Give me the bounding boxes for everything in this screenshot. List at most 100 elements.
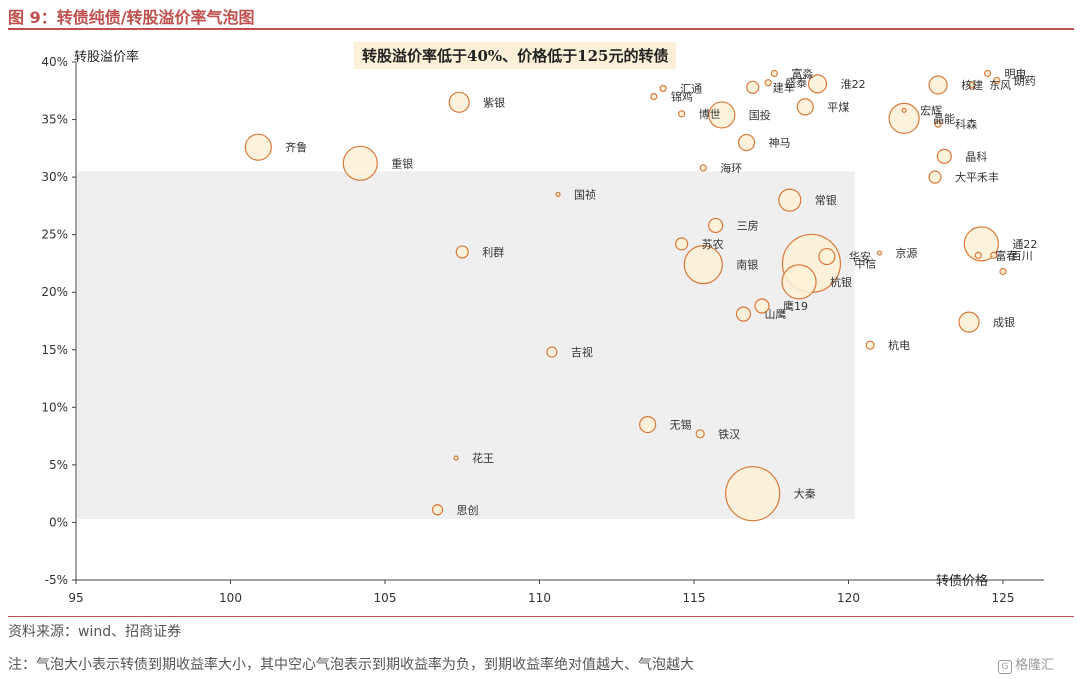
bubble-label: 锦鸡 bbox=[671, 90, 693, 104]
bubble bbox=[901, 107, 907, 113]
bubble-label: 国祯 bbox=[574, 187, 596, 201]
bubble-label: 南银 bbox=[736, 258, 758, 272]
x-tick-label: 105 bbox=[374, 591, 397, 605]
bubble bbox=[990, 251, 998, 259]
bubble-label: 重银 bbox=[391, 156, 413, 170]
y-tick-label: 5% bbox=[49, 458, 68, 472]
bubble bbox=[675, 237, 689, 251]
bubble-label: 博世 bbox=[699, 108, 721, 121]
x-tick-label: 100 bbox=[219, 591, 242, 605]
x-axis-title: 转债价格 bbox=[936, 573, 988, 589]
bubble bbox=[650, 92, 658, 101]
y-tick-label: 30% bbox=[41, 170, 68, 184]
bubble-label: 淮22 bbox=[841, 78, 866, 91]
bubble bbox=[818, 247, 836, 266]
bubble-label: 朗药 bbox=[1014, 74, 1036, 87]
bubble-label: 杭银 bbox=[830, 275, 852, 289]
x-tick-label: 120 bbox=[837, 591, 860, 605]
bubble bbox=[708, 101, 736, 129]
footer-divider bbox=[8, 616, 1074, 617]
bubble-label: 无锡 bbox=[670, 418, 692, 432]
bubble bbox=[807, 74, 828, 94]
bubble bbox=[708, 217, 724, 234]
bubble-label: 苏农 bbox=[702, 237, 724, 251]
bubble-label: 通22 bbox=[1012, 238, 1037, 251]
bubble bbox=[865, 340, 875, 350]
bubble-label: 紫银 bbox=[483, 95, 505, 109]
bubble bbox=[448, 91, 470, 113]
bubble bbox=[453, 455, 459, 461]
bubble-label: 平煤 bbox=[827, 101, 849, 114]
bubble-label: 思创 bbox=[457, 504, 479, 517]
bubble-label: 核建 bbox=[961, 78, 983, 92]
bubble bbox=[683, 244, 723, 285]
bubble-label: 宏辉 bbox=[920, 103, 942, 117]
bubble bbox=[934, 120, 942, 128]
y-tick-label: 0% bbox=[49, 515, 68, 529]
bubble-label: 盛泰 bbox=[785, 76, 807, 90]
y-tick-label: 10% bbox=[41, 400, 68, 414]
bubble-label: 汇通 bbox=[680, 82, 702, 95]
bubble-label: 花王 bbox=[472, 452, 494, 465]
bubble bbox=[876, 250, 883, 256]
bubble-label: 大平禾丰 bbox=[955, 170, 999, 184]
bubble-label: 科森 bbox=[955, 117, 977, 131]
bubble-label: 利群 bbox=[482, 245, 504, 259]
bubble bbox=[754, 298, 770, 314]
bubble-label: 杭电 bbox=[888, 338, 910, 352]
chart-annotation: 转股溢价率低于40%、价格低于125元的转债 bbox=[354, 42, 677, 69]
bubble bbox=[796, 98, 814, 116]
bubble bbox=[555, 191, 561, 197]
bubble bbox=[244, 133, 272, 161]
bubble bbox=[735, 306, 752, 322]
bubble-label: 晶能 bbox=[933, 111, 955, 125]
bubble-label: 富春 bbox=[995, 248, 1017, 262]
bubble bbox=[999, 267, 1007, 276]
bubble-label: 吉视 bbox=[571, 345, 593, 359]
bubble-label: 神马 bbox=[769, 136, 791, 150]
y-tick-label: 20% bbox=[41, 285, 68, 299]
y-tick-label: 15% bbox=[41, 343, 68, 357]
bubble-chart: -5% 0% 5% 10% 15% 20% 25% 30% 35% 40% 95 100 105 110 1… bbox=[41, 49, 1044, 605]
bubble bbox=[737, 133, 756, 152]
bubble-label: 华安 bbox=[849, 250, 871, 264]
bubble bbox=[928, 75, 948, 95]
bubble-label: 京源 bbox=[895, 246, 917, 260]
bubble-label: 常银 bbox=[815, 193, 837, 207]
bubble-label: 东风 bbox=[989, 79, 1011, 92]
bubble bbox=[659, 84, 667, 93]
bubble bbox=[781, 264, 817, 300]
bubble-label: 三房 bbox=[737, 219, 759, 232]
bubble bbox=[695, 429, 705, 439]
y-tick-label: 35% bbox=[41, 113, 68, 127]
bubble bbox=[546, 346, 558, 358]
bubble-label: 齐鲁 bbox=[285, 140, 307, 154]
bubble bbox=[963, 226, 999, 262]
y-axis-title: 转股溢价率 bbox=[74, 49, 139, 65]
bubble-label: 大秦 bbox=[794, 487, 816, 501]
bubble-label: 晶科 bbox=[965, 149, 987, 163]
bubble bbox=[968, 81, 976, 89]
watermark: G 格隆汇 bbox=[997, 654, 1054, 674]
bubble-label: 成银 bbox=[993, 315, 1015, 329]
bubble bbox=[746, 80, 760, 94]
bubble-label: 明电 bbox=[1005, 68, 1027, 81]
bubble-note: 注：气泡大小表示转债到期收益率大小，其中空心气泡表示到期收益率为负，到期收益率绝… bbox=[8, 657, 694, 673]
bubble bbox=[770, 69, 778, 78]
y-tick-label: 40% bbox=[41, 55, 68, 69]
source-note: 资料来源：wind、招商证券 bbox=[8, 624, 182, 640]
y-tick-label: 25% bbox=[41, 228, 68, 242]
bubble-label: 建车 bbox=[773, 80, 795, 94]
bubble-label: 中信 bbox=[854, 257, 876, 270]
x-tick-label: 115 bbox=[683, 591, 706, 605]
bubble-label: 海环 bbox=[720, 161, 742, 175]
bubble-label: 山鹰 bbox=[764, 307, 786, 321]
bubble-label: 铁汉 bbox=[718, 428, 740, 441]
bubble-label: 鹰19 bbox=[783, 299, 808, 313]
bubble bbox=[342, 145, 378, 181]
bubble bbox=[699, 164, 707, 172]
bubble bbox=[958, 311, 980, 333]
bubble bbox=[725, 466, 781, 522]
bubble bbox=[764, 79, 772, 87]
bubble bbox=[936, 148, 952, 164]
